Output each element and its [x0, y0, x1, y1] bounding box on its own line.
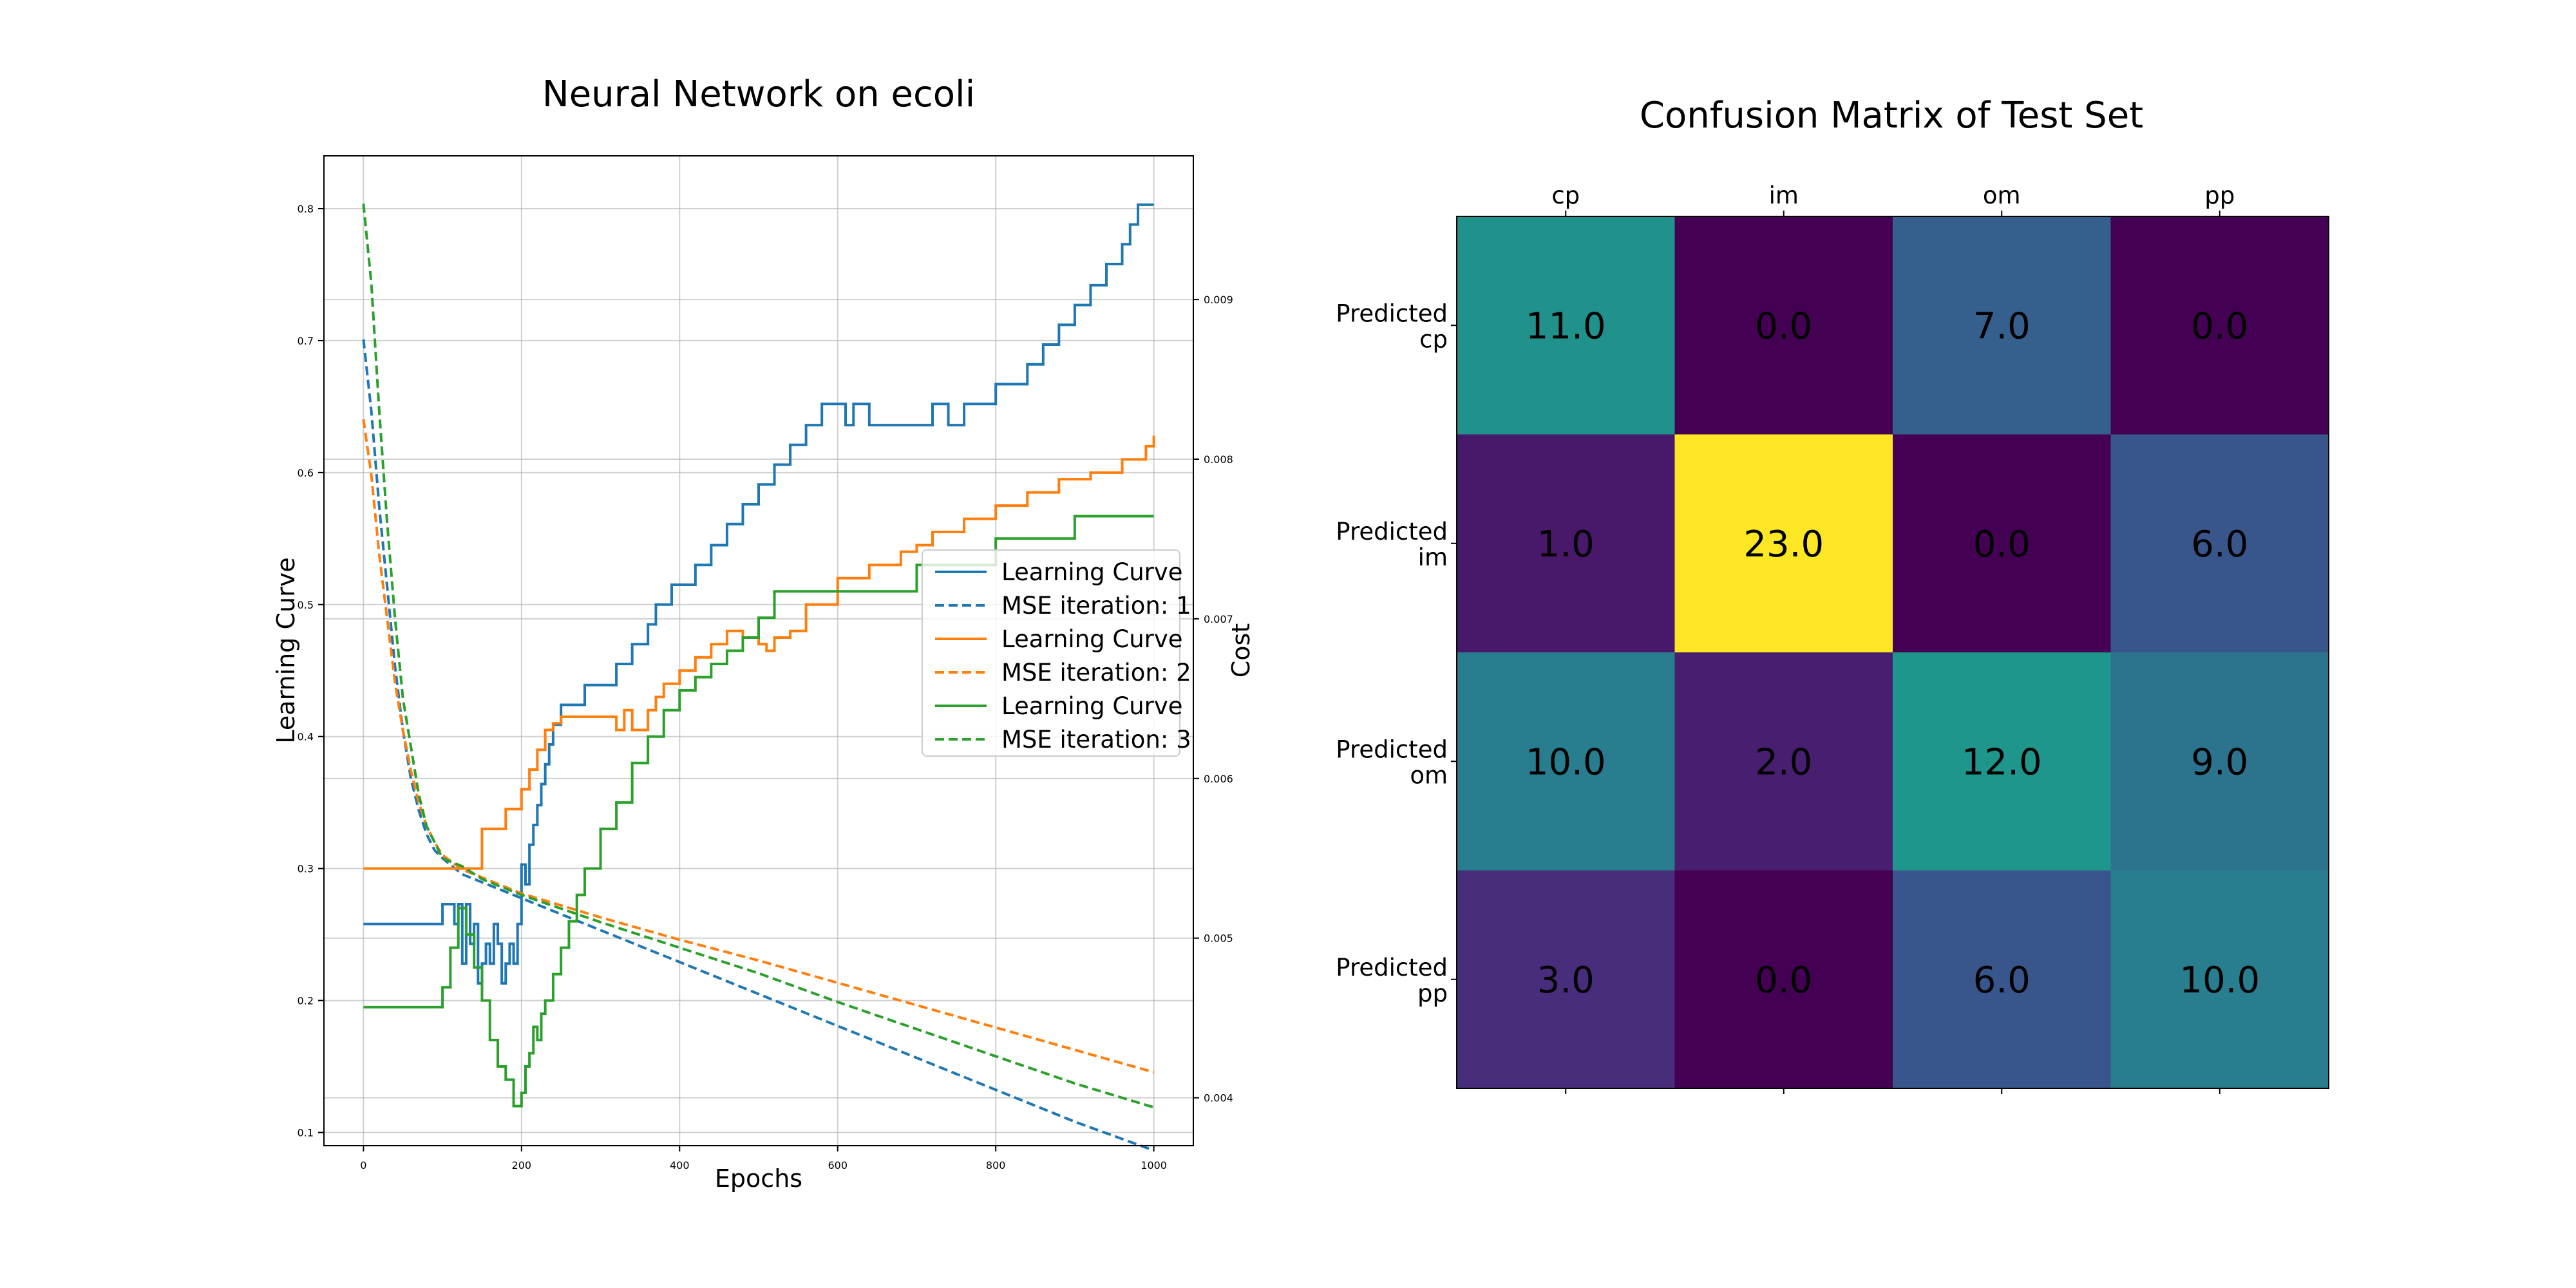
matrix-cell — [1893, 216, 2111, 435]
column-labels: cp im om pp — [1551, 182, 2235, 1094]
matrix-cell — [1457, 434, 1675, 653]
series-line-5 — [363, 515, 1154, 1108]
cell-value: 23.0 — [1743, 524, 1824, 565]
cell-value: 7.0 — [1973, 305, 2031, 347]
legend-label: MSE iteration: 3 — [1001, 726, 1191, 753]
cell-value: 0.0 — [1973, 524, 2031, 565]
column-label: cp — [1551, 182, 1580, 209]
y-axis-label: Learning Curve — [272, 557, 300, 743]
matrix-cell — [2110, 652, 2329, 871]
plot-frame — [323, 155, 1194, 1146]
cell-value: 3.0 — [1537, 960, 1595, 1001]
row-label-line: Predicted — [1336, 735, 1448, 763]
y-tick-label: 0.6 — [298, 467, 314, 479]
cell-value: 0.0 — [2191, 305, 2248, 347]
cell-value: 9.0 — [2191, 741, 2248, 783]
row-label: Predicted om — [1336, 735, 1448, 789]
row-label-line: Predicted — [1336, 518, 1448, 545]
y2-axis-label: Cost — [1227, 623, 1255, 677]
series-line-3 — [363, 435, 1155, 870]
x-tick-label: 1000 — [1141, 1159, 1167, 1171]
y2-tick-label: 0.008 — [1204, 453, 1233, 466]
y2-ticks: 0.004 0.005 0.006 0.007 0.008 0.009 — [1193, 294, 1233, 1104]
row-label: Predicted cp — [1336, 299, 1448, 353]
row-label-line: Predicted — [1336, 954, 1448, 981]
y-tick-label: 0.5 — [298, 599, 314, 611]
matrix-cell — [1893, 434, 2111, 653]
cell-value: 0.0 — [1755, 960, 1812, 1001]
row-label: Predicted pp — [1336, 954, 1448, 1007]
series-line-4 — [362, 419, 1155, 1074]
legend-label: Learning Curve — [1001, 692, 1183, 720]
y2-tick-label: 0.009 — [1204, 294, 1233, 306]
cell-value: 11.0 — [1526, 305, 1606, 347]
matrix-cell — [1674, 216, 1893, 435]
matrix-cell — [1893, 652, 2111, 871]
row-label-line: im — [1418, 544, 1448, 571]
matrix-frame — [1456, 216, 2329, 1089]
column-label: im — [1769, 182, 1799, 209]
cell-value: 12.0 — [1962, 741, 2042, 783]
matrix-cell — [1674, 652, 1893, 871]
matrix-cell — [1457, 870, 1675, 1089]
y-tick-label: 0.8 — [298, 203, 314, 215]
matrix-cell — [1674, 434, 1893, 653]
y-tick-label: 0.1 — [298, 1127, 314, 1139]
legend-label: MSE iteration: 1 — [1001, 592, 1191, 620]
x-tick-label: 800 — [986, 1159, 1006, 1171]
legend: Learning Curve MSE iteration: 1 Learning C… — [922, 549, 1191, 757]
row-label-line: om — [1410, 761, 1448, 789]
x-ticks: 0 200 400 600 800 1000 — [360, 1146, 1167, 1171]
grid — [324, 156, 1193, 1146]
x-tick-label: 0 — [360, 1159, 366, 1171]
matrix-cell — [2110, 434, 2329, 653]
column-label: pp — [2204, 182, 2235, 209]
legend-label: Learning Curve — [1001, 558, 1183, 586]
series-line-6 — [362, 204, 1155, 1109]
legend-label: Learning Curve — [1001, 625, 1183, 653]
y-tick-label: 0.4 — [298, 731, 314, 743]
x-tick-label: 200 — [512, 1159, 532, 1171]
learning-curve-chart: Neural Network on ecoli 0 200 400 600 800 100… — [272, 73, 1255, 1193]
row-label-line: pp — [1417, 980, 1448, 1007]
chart-title: Confusion Matrix of Test Set — [1640, 95, 2143, 137]
y2-tick-label: 0.004 — [1204, 1092, 1233, 1104]
matrix-cell — [2110, 870, 2329, 1089]
legend-label: MSE iteration: 2 — [1001, 659, 1191, 687]
cell-value: 10.0 — [1526, 741, 1606, 783]
cell-value: 10.0 — [2179, 960, 2260, 1001]
series-line-2 — [362, 339, 1155, 1152]
row-label-line: cp — [1419, 325, 1448, 353]
y-ticks: 0.1 0.2 0.3 0.4 0.5 0.6 0.7 0.8 — [298, 203, 324, 1139]
y2-tick-label: 0.006 — [1204, 773, 1233, 785]
chart-title: Neural Network on ecoli — [542, 73, 975, 115]
matrix-cells: 11.0 0.0 7.0 0.0 1.0 23.0 0.0 6.0 10.0 2.0 12.0 9.0… — [1457, 216, 2329, 1089]
matrix-cell — [1457, 216, 1675, 435]
cell-value: 2.0 — [1755, 741, 1812, 783]
matrix-cell — [2110, 216, 2329, 435]
x-tick-label: 600 — [828, 1159, 848, 1171]
y2-tick-label: 0.007 — [1204, 613, 1233, 625]
cell-value: 6.0 — [2191, 524, 2248, 565]
y-tick-label: 0.2 — [298, 995, 314, 1007]
matrix-cell — [1457, 652, 1675, 871]
matrix-cell — [1674, 870, 1893, 1089]
cell-value: 6.0 — [1973, 960, 2031, 1001]
y2-tick-label: 0.005 — [1204, 933, 1233, 945]
cell-value: 0.0 — [1755, 305, 1812, 347]
matrix-cell — [1893, 870, 2111, 1089]
series-line-1 — [363, 203, 1154, 985]
x-tick-label: 400 — [670, 1159, 690, 1171]
y-tick-label: 0.3 — [298, 863, 314, 875]
series-lines — [362, 203, 1155, 1152]
x-axis-label: Epochs — [715, 1164, 802, 1193]
confusion-matrix-chart: Confusion Matrix of Test Set 11.0 0.0 7.0 0… — [1336, 95, 2329, 1094]
row-label-line: Predicted — [1336, 299, 1448, 327]
cell-value: 1.0 — [1537, 524, 1595, 565]
row-label: Predicted im — [1336, 518, 1448, 571]
column-label: om — [1983, 182, 2021, 209]
y-tick-label: 0.7 — [298, 335, 314, 347]
